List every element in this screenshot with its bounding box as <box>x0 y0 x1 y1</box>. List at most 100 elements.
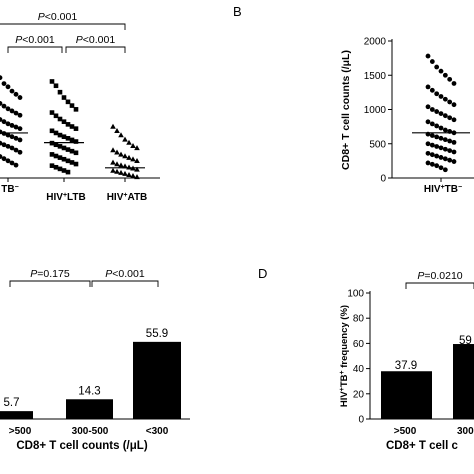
panel-a-bracket-1-label-value: <0.001 <box>22 34 55 46</box>
panel-a-cat-1-sup: + <box>63 192 67 199</box>
panel-b-point-41 <box>451 149 457 155</box>
panel-d-bracket-0-label-value: =0.0210 <box>424 270 462 282</box>
panel-b-point-34 <box>451 139 457 145</box>
panel-a-point-2-27 <box>134 174 140 180</box>
panel-a-point-2-5 <box>130 143 136 149</box>
panel-d-bracket-0-line <box>405 282 474 289</box>
panel-a-point-2-3 <box>122 136 128 142</box>
panel-b-point-5 <box>447 76 453 82</box>
panel-d-y-tick-label-0: 0 <box>358 415 364 426</box>
panel-c-bracket-0-label-p: P <box>30 268 37 280</box>
panel-a-point-1-14 <box>49 128 55 134</box>
panel-b-point-25 <box>442 127 448 133</box>
panel-a-point-1-38 <box>61 168 67 173</box>
panel-a-point-0-26 <box>13 135 19 141</box>
panel-a-point-0-6 <box>17 95 23 100</box>
panel-b-point-53 <box>442 167 448 173</box>
panel-a-point-2-25 <box>126 171 132 177</box>
panel-b-point-50 <box>429 161 435 167</box>
panel-d-ylabel-a: HIV <box>339 391 350 408</box>
panel-letter-b: B <box>233 4 242 19</box>
panel-d-category-label-1: 3000 <box>457 426 474 437</box>
panel-a-point-0-32 <box>9 145 15 151</box>
panel-a-point-0-17 <box>5 121 11 127</box>
panel-a-point-1-23 <box>57 144 63 149</box>
panel-b-point-8 <box>429 87 435 93</box>
panel-a-point-0-30 <box>1 142 7 148</box>
panel-b-cat-sup1: + <box>441 184 445 191</box>
panel-a-point-0-18 <box>9 123 15 128</box>
panel-c-bracket-0-label: P=0.175 <box>30 268 70 280</box>
panel-b-point-52 <box>438 165 444 171</box>
panel-a-point-2-22 <box>114 168 120 174</box>
panel-d-y-tick-label-3: 60 <box>353 339 365 350</box>
panel-b-y-axis-label: CD8+ T cell counts (/μL) <box>340 50 352 170</box>
panel-a-point-0-40 <box>13 162 19 168</box>
panel-c-bracket-1-label-value: <0.001 <box>112 268 145 280</box>
panel-d-category-label-0: >500 <box>394 426 417 437</box>
panel-a-point-0-8 <box>0 101 3 106</box>
panel-a-point-1-27 <box>73 150 79 156</box>
panel-a-point-1-1 <box>53 83 59 89</box>
panel-b-point-44 <box>434 153 440 159</box>
panel-b-cat-main: HIV <box>424 184 441 195</box>
panel-a-point-1-16 <box>57 132 63 138</box>
panel-b-point-31 <box>438 135 444 141</box>
panel-a-point-0-1 <box>0 75 3 81</box>
panel-b-point-21 <box>425 119 431 125</box>
panel-a-point-2-13 <box>134 158 140 164</box>
panel-b: B 0 500 1000 1500 2000 CD8+ T cell counts (/μ… <box>233 4 474 195</box>
panel-a-point-1-4 <box>65 99 71 105</box>
panel-b-point-47 <box>447 157 453 163</box>
panel-a-point-0-16 <box>1 119 7 125</box>
panel-b-point-19 <box>447 115 453 121</box>
panel-a-bracket-1-label-p: P <box>15 34 22 46</box>
panel-a-point-1-30 <box>57 155 63 160</box>
panel-c-category-label-0: >500 <box>9 426 32 437</box>
panel-a-point-0-9 <box>1 103 7 109</box>
panel-a-point-1-26 <box>69 148 75 154</box>
panel-c-bracket-0-label-value: =0.175 <box>37 268 70 280</box>
panel-b-point-37 <box>434 144 440 149</box>
panel-a-point-0-37 <box>1 156 7 162</box>
panel-b-point-30 <box>434 134 440 140</box>
panel-a-point-1-22 <box>53 142 59 148</box>
panel-a-category-label-1: HIV+LTB <box>46 192 85 204</box>
panel-b-point-35 <box>425 141 431 147</box>
panel-a-point-1-11 <box>65 122 71 127</box>
panel-a-point-1-34 <box>73 161 79 167</box>
panel-d-bracket-0-label: P=0.0210 <box>417 270 462 282</box>
panel-b-point-4 <box>442 72 448 78</box>
panel-b-point-13 <box>451 102 457 108</box>
panel-a-point-0-33 <box>13 147 19 153</box>
panel-c: 5.7 14.3 55.9 >500 300-500 <300 CD8+ T cell co… <box>0 268 190 452</box>
panel-d-y-axis-label: HIV+TB+ frequency (%) <box>339 305 351 407</box>
panel-b-point-36 <box>429 142 435 148</box>
panel-d-value-label-0: 37.9 <box>395 360 417 372</box>
panel-a-point-1-3 <box>61 95 67 100</box>
panel-d-value-label-1: 59 <box>459 335 472 347</box>
panel-a-point-1-17 <box>61 134 67 139</box>
panel-a-point-0-24 <box>5 132 11 138</box>
panel-a-point-1-6 <box>73 107 79 112</box>
panel-a-cat-0-sup: − <box>15 184 19 191</box>
panel-a-point-0-19 <box>13 124 19 130</box>
panel-a-bracket-0-label-value: <0.001 <box>45 11 78 23</box>
panel-d-bar-0 <box>381 371 432 419</box>
panel-b-point-10 <box>438 94 444 99</box>
panel-c-bar-0 <box>0 411 33 419</box>
panel-b-point-39 <box>442 146 448 152</box>
panel-b-point-15 <box>429 107 435 112</box>
panel-a-point-2-24 <box>122 170 128 176</box>
panel-a-point-1-35 <box>49 163 55 168</box>
panel-c-bar-1 <box>66 399 113 419</box>
panel-a-category-label-2: HIV+ATB <box>107 192 148 204</box>
panel-a-point-2-4 <box>126 139 132 145</box>
panel-a-point-0-12 <box>13 110 19 116</box>
panel-c-value-label-1: 14.3 <box>78 385 100 397</box>
panel-a-point-2-26 <box>130 173 136 179</box>
panel-a-point-2-14 <box>110 159 116 165</box>
panel-a-point-1-31 <box>61 156 67 162</box>
